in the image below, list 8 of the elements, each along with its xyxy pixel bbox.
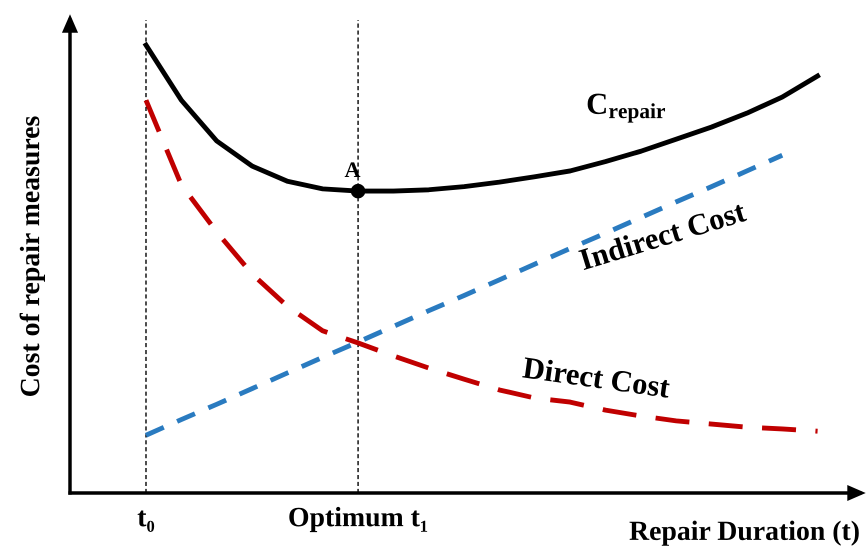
x-tick-label: Optimum t₁ (289, 506, 428, 532)
x-axis-title: Repair Duration (t) (630, 520, 859, 546)
y-axis-title: Cost of repair measures (20, 116, 45, 396)
text: Indirect Cost (578, 200, 748, 270)
text: Direct Cost (522, 356, 671, 398)
x-tick-label: t₀ (138, 510, 154, 532)
series-label: C$_{repair}$ (588, 94, 666, 123)
annotation: A (344, 162, 360, 178)
